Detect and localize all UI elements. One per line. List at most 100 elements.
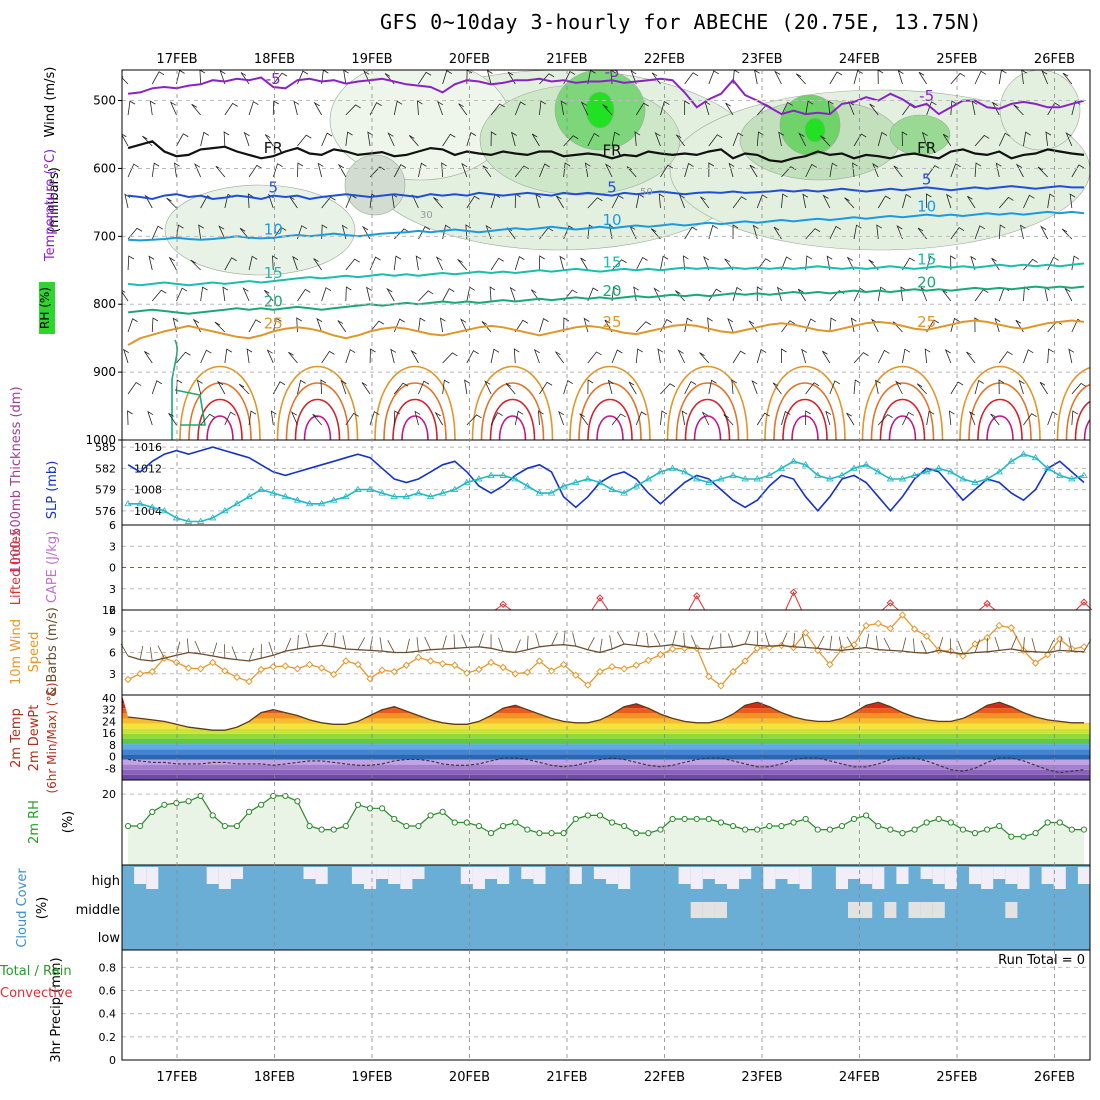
date-label-top: 21FEB [546,52,587,67]
wind-barb [272,255,278,271]
data-point [959,652,967,660]
cloud-gap-high [412,867,425,879]
wind-barb [853,352,869,364]
wind-barb [393,382,409,395]
isotherm-loop [959,365,1041,440]
surface-barb [974,639,981,653]
cloud-gap-high [860,867,873,884]
data-point [414,489,423,496]
data-point [535,489,544,496]
wind-barb [998,351,1013,364]
label-convective: Convective [0,986,73,1001]
surface-barb [212,642,218,657]
wind-barb [418,226,431,240]
wind-barb [127,255,134,271]
data-point [427,812,434,819]
data-point [317,664,326,672]
isotherm-loop [383,382,447,440]
wind-barb [176,287,188,302]
data-point [1031,659,1040,667]
rh-shading [999,70,1081,151]
wind-barb [539,100,547,116]
wind-barb [393,228,410,240]
wind-barb [974,70,987,85]
wind-barb [490,257,504,271]
data-point [910,471,919,478]
wind-barb [708,288,722,302]
label-temperature: Temperature (°C) [43,149,58,262]
data-point [572,815,579,823]
wind-barb [263,289,274,302]
data-point [233,673,241,681]
wind-barb [510,131,517,147]
data-point [438,489,447,496]
wind-barb [651,72,661,85]
wind-barb [801,348,807,364]
surface-barb [149,647,153,662]
wind-barb [781,320,796,333]
wind-barb [776,286,783,302]
surface-barb [284,638,292,652]
surface-barb [609,635,613,650]
cloud-gap-high [763,867,776,889]
wind-barb [754,70,760,85]
data-point [512,819,519,826]
surface-barb [268,641,274,656]
isotherm-10 [128,210,1085,242]
isotherm-label: 10 [917,198,936,216]
data-point [294,798,301,805]
wind-barb [248,319,262,333]
wind-barb [732,224,739,239]
wind-barb [876,224,882,240]
data-point [426,492,435,500]
wind-barb [345,131,353,147]
wind-barb [902,193,912,209]
ytick-label: 0.8 [99,961,117,974]
ytick-label: 9 [109,625,116,638]
surface-barb [957,640,964,655]
wind-barb [1071,164,1085,178]
data-point [233,499,241,507]
cloud-gap-high [388,867,401,884]
surface-barb [690,635,698,649]
data-point [524,826,531,833]
wind-barb [724,258,734,271]
surface-barb [157,645,165,659]
wind-barb [366,286,372,302]
wind-barb [484,380,492,395]
data-point [318,826,325,833]
wind-barb [852,162,858,178]
isotherm-label: 25 [264,314,283,332]
surface-barb [572,632,577,647]
cloud-gap-middle [908,902,921,918]
surface-barb [764,632,770,647]
data-point [161,801,168,808]
wind-barb [490,103,505,116]
ytick-label: 1000 [85,433,116,447]
data-point [826,475,834,482]
data-point [1031,453,1040,461]
date-label-bottom: 24FEB [839,1070,880,1085]
isotherm-label: 5 [268,179,278,197]
li-spike [1075,601,1093,611]
wind-barb [950,72,966,85]
wind-barb [242,287,250,302]
isotherm-loop [693,415,722,440]
wind-barb [587,287,599,302]
wind-barb [611,194,624,209]
ytick-label: 24 [102,715,116,728]
wind-barb [513,348,520,364]
wind-barb [756,258,771,271]
cloud-gap-middle [920,902,933,918]
rh-shading [344,154,406,216]
data-point [632,661,640,669]
ytick-label: 8 [109,739,116,752]
wind-barb [465,224,472,240]
wind-barb [466,132,477,147]
isotherm-label: -5 [605,63,620,81]
data-point [209,514,217,521]
isotherm-label: -5 [266,70,281,88]
wind-barb [559,255,566,271]
li-spike [591,597,609,611]
wind-barb [902,411,914,426]
